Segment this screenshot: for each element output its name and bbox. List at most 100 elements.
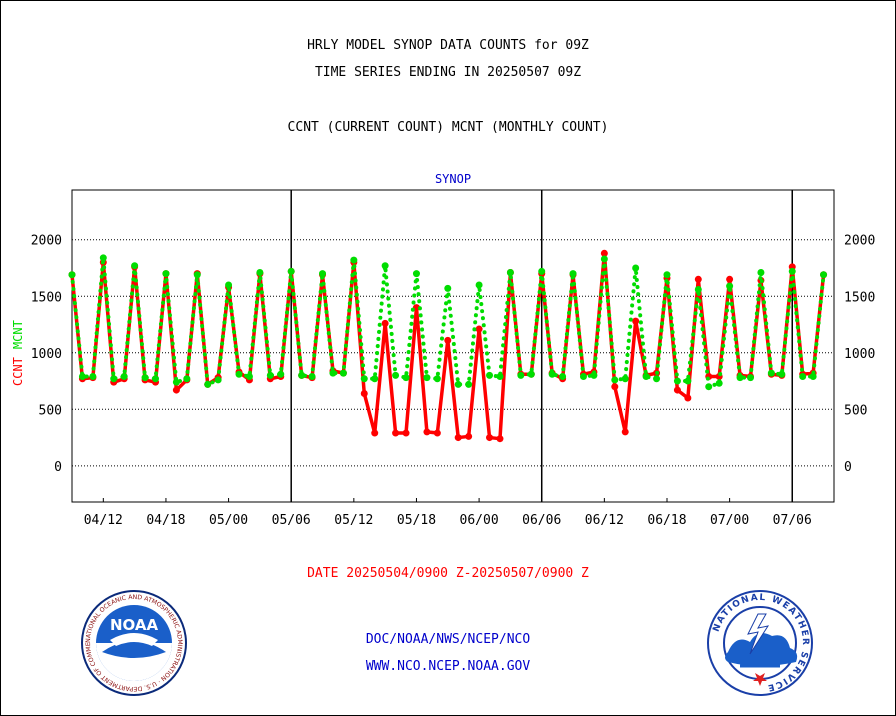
data-point-mcnt <box>600 255 608 263</box>
data-point-mcnt <box>423 374 431 382</box>
data-point-mcnt <box>611 376 619 384</box>
chart-title-line2: TIME SERIES ENDING IN 20250507 09Z <box>314 65 582 80</box>
data-point-mcnt <box>172 378 180 386</box>
data-point-ccnt <box>496 435 504 443</box>
data-point-ccnt <box>694 275 702 283</box>
data-point-mcnt <box>642 373 650 381</box>
data-point-mcnt <box>162 270 170 278</box>
data-point-ccnt <box>433 429 441 437</box>
x-tick-label: 05/06 <box>272 513 311 528</box>
y-tick-label-right: 500 <box>844 403 867 418</box>
data-point-mcnt <box>757 269 765 277</box>
data-point-mcnt <box>78 373 86 381</box>
data-point-mcnt <box>486 371 494 379</box>
data-point-mcnt <box>89 373 97 381</box>
x-tick-label: 05/18 <box>397 513 436 528</box>
data-point-ccnt <box>172 386 180 394</box>
y-axis-label: CCNT MCNT <box>11 320 25 386</box>
data-point-ccnt <box>632 317 640 325</box>
data-point-mcnt <box>204 380 212 388</box>
x-tick-label: 04/18 <box>146 513 185 528</box>
data-point-mcnt <box>809 373 817 381</box>
data-point-mcnt <box>465 380 473 388</box>
data-point-mcnt <box>371 375 379 383</box>
panel-label: SYNOP <box>435 172 471 186</box>
data-point-mcnt <box>287 267 295 275</box>
data-point-ccnt <box>475 325 483 333</box>
data-point-mcnt <box>705 383 713 391</box>
data-point-mcnt <box>350 256 358 264</box>
data-point-mcnt <box>193 271 201 279</box>
data-point-mcnt <box>277 370 285 378</box>
data-point-mcnt <box>767 369 775 377</box>
data-point-mcnt <box>653 375 661 383</box>
data-point-mcnt <box>454 380 462 388</box>
data-point-mcnt <box>496 373 504 381</box>
x-tick-label: 06/18 <box>647 513 686 528</box>
data-point-mcnt <box>110 375 118 383</box>
data-point-mcnt <box>527 370 535 378</box>
data-point-ccnt <box>600 249 608 257</box>
data-point-mcnt <box>68 271 76 279</box>
data-point-mcnt <box>131 262 139 270</box>
data-point-mcnt <box>538 267 546 275</box>
data-point-mcnt <box>506 269 514 277</box>
data-point-mcnt <box>778 370 786 378</box>
data-point-mcnt <box>402 374 410 382</box>
data-point-mcnt <box>548 370 556 378</box>
x-tick-label: 04/12 <box>84 513 123 528</box>
data-point-mcnt <box>799 373 807 381</box>
data-point-ccnt <box>371 429 379 437</box>
data-point-mcnt <box>820 271 828 279</box>
data-point-ccnt <box>454 434 462 442</box>
y-axis-label-mcnt: MCNT <box>11 320 25 349</box>
chart-subtitle: CCNT (CURRENT COUNT) MCNT (MONTHLY COUNT… <box>287 120 609 135</box>
y-tick-label-left: 2000 <box>31 234 62 249</box>
series-line-ccnt <box>70 251 826 441</box>
data-point-mcnt <box>475 281 483 289</box>
data-point-mcnt <box>141 374 149 382</box>
series-line-mcnt <box>70 255 826 389</box>
data-point-mcnt <box>298 371 306 379</box>
data-point-mcnt <box>694 285 702 293</box>
data-point-mcnt <box>214 376 222 384</box>
data-point-mcnt <box>444 284 452 292</box>
data-point-mcnt <box>517 371 525 379</box>
y-tick-label-right: 1500 <box>844 290 875 305</box>
data-point-mcnt <box>319 270 327 278</box>
data-point-mcnt <box>99 254 107 262</box>
data-point-mcnt <box>235 370 243 378</box>
y-axis-label-ccnt: CCNT <box>11 357 25 386</box>
data-point-mcnt <box>726 282 734 290</box>
org-line2: WWW.NCO.NCEP.NOAA.GOV <box>365 659 531 674</box>
data-point-ccnt <box>392 429 400 437</box>
data-point-ccnt <box>423 428 431 436</box>
data-point-ccnt <box>673 386 681 394</box>
x-tick-label: 06/00 <box>460 513 499 528</box>
y-tick-label-right: 0 <box>844 460 852 475</box>
date-range: DATE 20250504/0900 Z-20250507/0900 Z <box>307 566 589 581</box>
data-point-ccnt <box>402 429 410 437</box>
data-point-mcnt <box>736 374 744 382</box>
x-tick-label: 07/00 <box>710 513 749 528</box>
data-point-mcnt <box>433 375 441 383</box>
y-tick-label-right: 1000 <box>844 347 875 362</box>
plot-border <box>71 189 835 503</box>
chart-title-line1: HRLY MODEL SYNOP DATA COUNTS for 09Z <box>307 38 589 53</box>
data-point-mcnt <box>684 377 692 385</box>
data-point-ccnt <box>465 432 473 440</box>
x-tick-label: 06/12 <box>585 513 624 528</box>
data-point-ccnt <box>486 434 494 442</box>
data-point-mcnt <box>569 270 577 278</box>
x-tick-label: 05/00 <box>209 513 248 528</box>
data-point-mcnt <box>559 373 567 381</box>
data-point-mcnt <box>360 375 368 383</box>
data-point-ccnt <box>611 383 619 391</box>
data-point-ccnt <box>621 428 629 436</box>
data-point-mcnt <box>256 269 264 277</box>
data-point-mcnt <box>152 375 160 383</box>
nws-logo: NATIONAL WEATHER SERVICE <box>707 590 813 696</box>
data-point-ccnt <box>444 336 452 344</box>
x-tick-label: 07/06 <box>773 513 812 528</box>
